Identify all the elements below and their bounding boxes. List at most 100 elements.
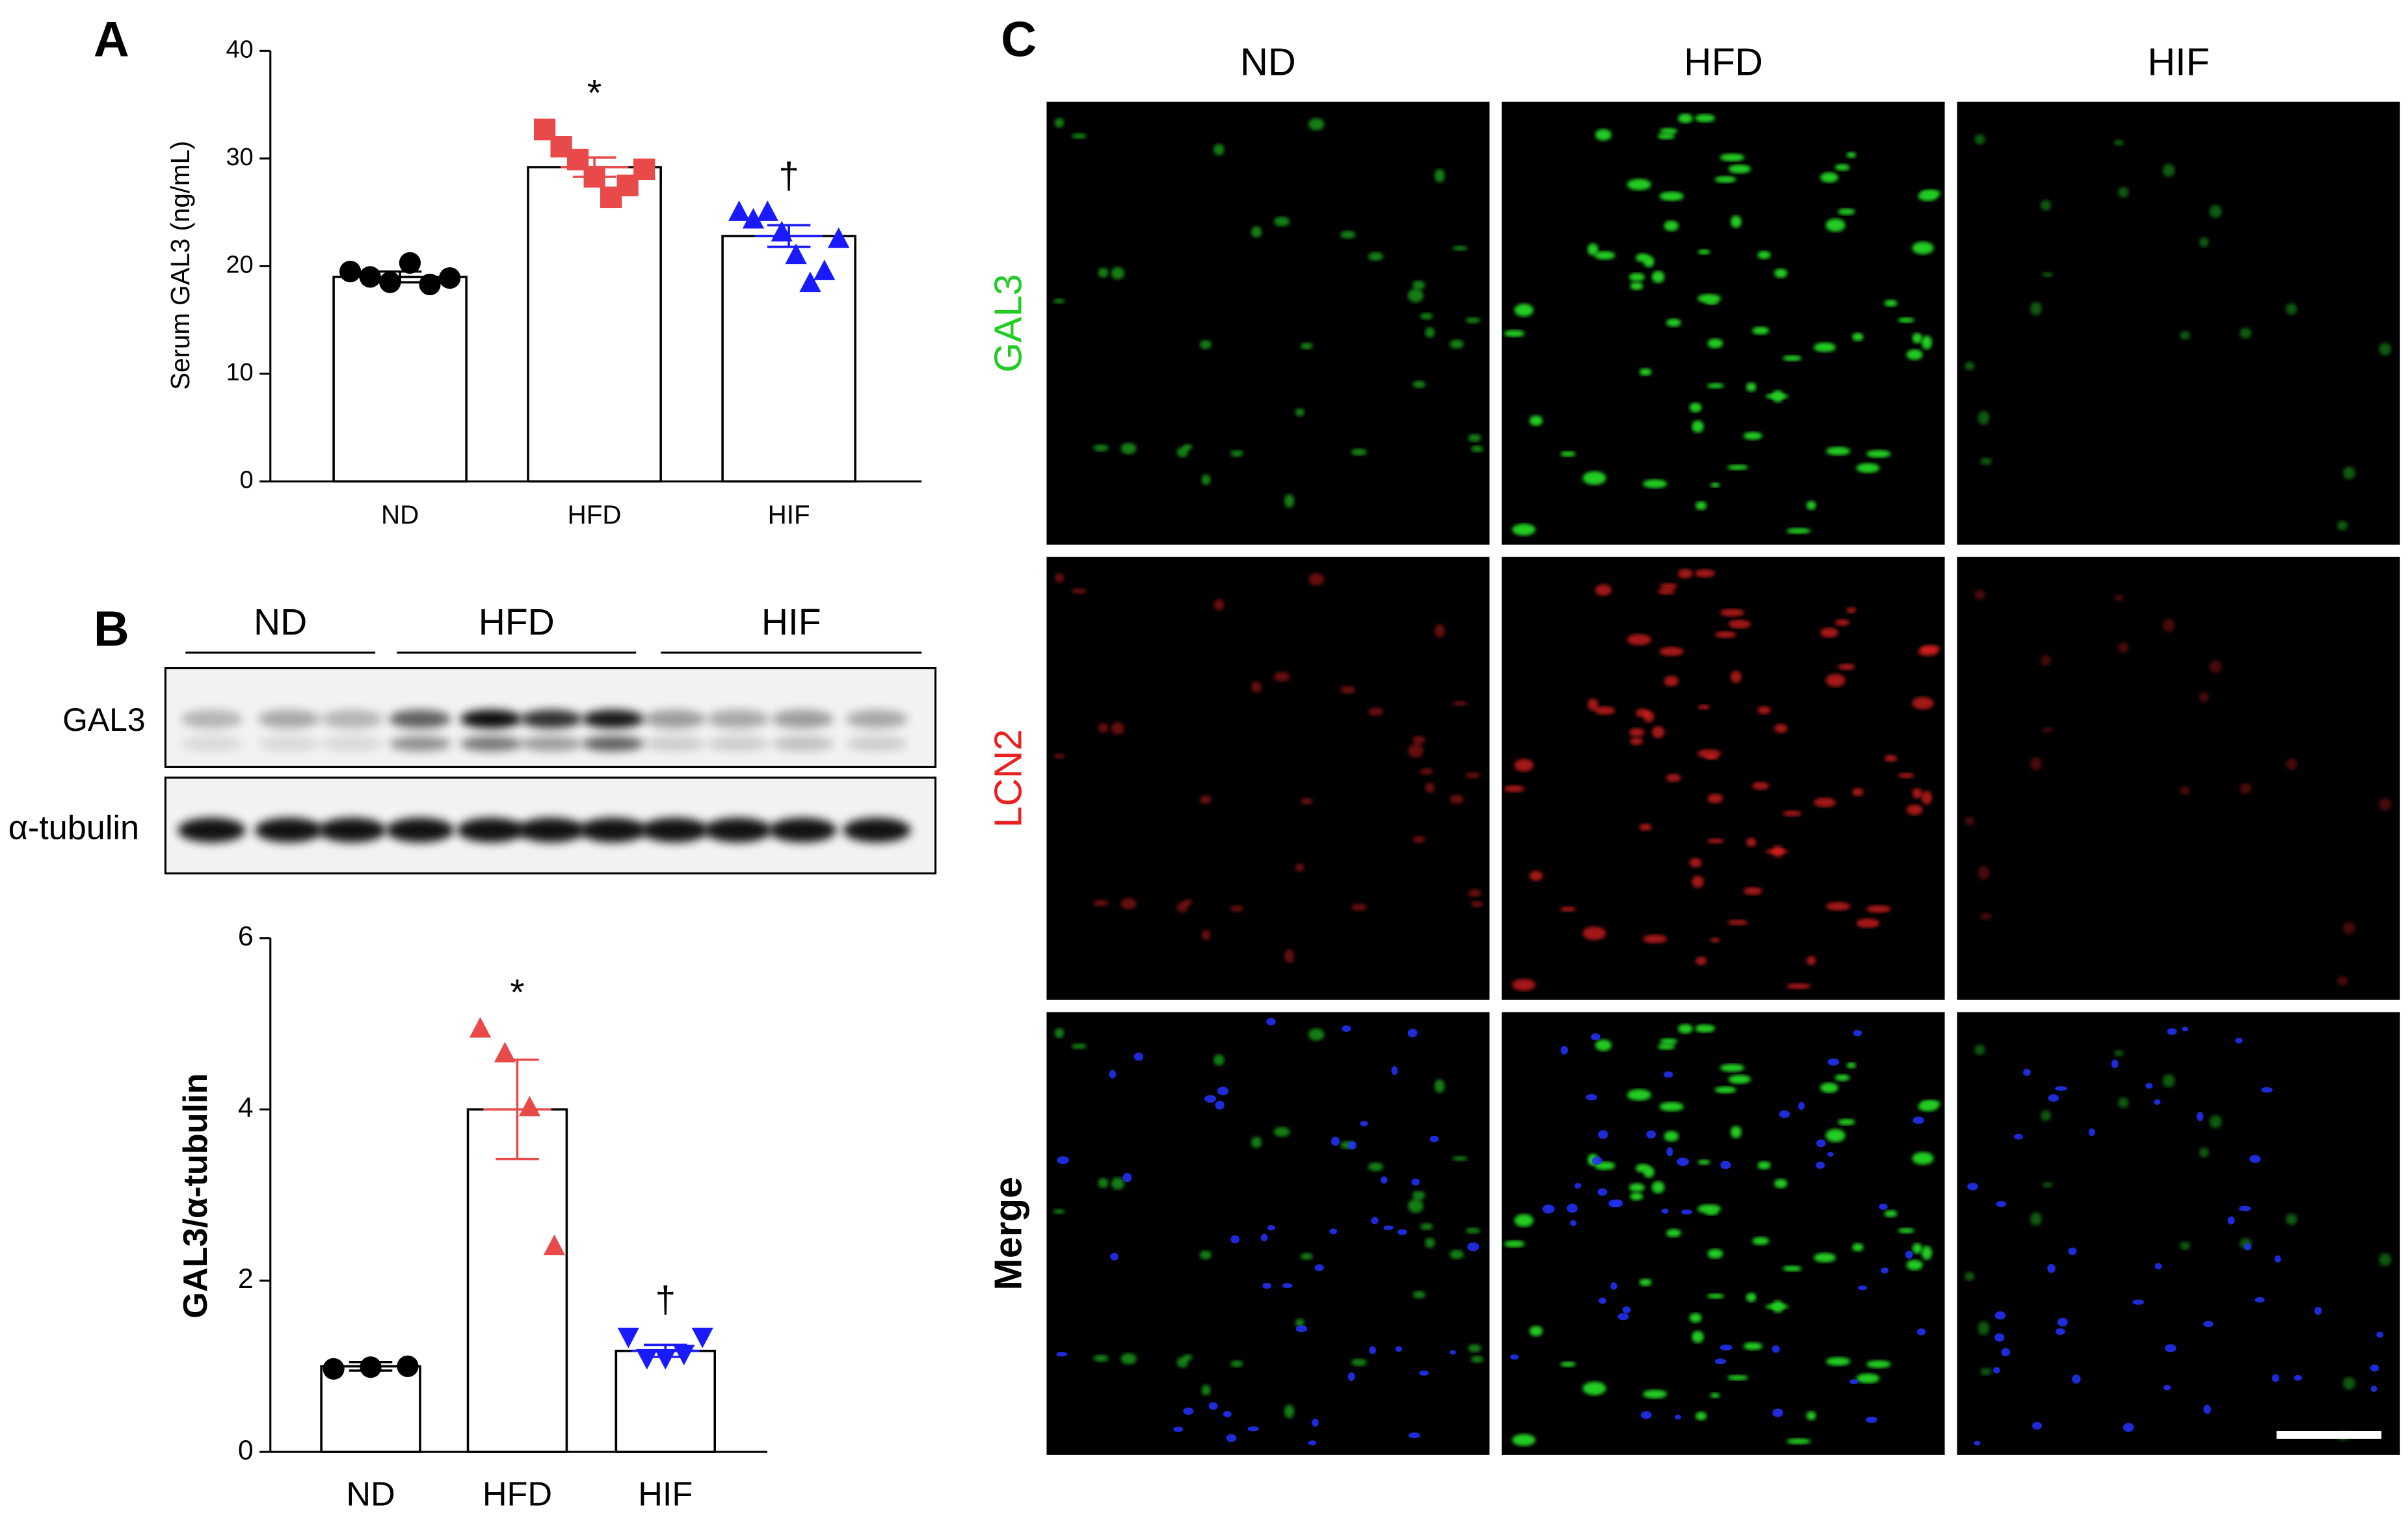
nucleus bbox=[2154, 1099, 2161, 1105]
cell-signal bbox=[1757, 1161, 1771, 1170]
cell-signal bbox=[1529, 871, 1543, 882]
nucleus bbox=[2001, 1348, 2010, 1357]
cell-signal bbox=[2180, 331, 2191, 340]
nucleus bbox=[1974, 1440, 1981, 1446]
nucleus bbox=[1411, 1178, 1420, 1186]
data-point bbox=[814, 259, 836, 280]
cell-signal bbox=[1710, 482, 1720, 488]
cell-signal bbox=[1595, 1039, 1612, 1051]
x-tick-label: HFD bbox=[483, 1476, 552, 1514]
cell-signal bbox=[1111, 722, 1125, 735]
nucleus bbox=[1282, 1283, 1293, 1289]
cell-signal bbox=[1308, 118, 1325, 131]
cell-signal bbox=[2162, 618, 2175, 633]
cell-signal bbox=[1980, 912, 1992, 921]
cell-signal bbox=[1111, 1177, 1125, 1190]
nucleus bbox=[1827, 1058, 1840, 1066]
blot-band bbox=[321, 735, 384, 752]
cell-signal bbox=[1846, 1062, 1857, 1068]
cell-signal bbox=[2209, 205, 2222, 218]
cell-signal bbox=[1434, 624, 1445, 638]
x-tick-label: HIF bbox=[638, 1476, 693, 1514]
cell-signal bbox=[1284, 949, 1295, 964]
cell-signal bbox=[1866, 1360, 1891, 1369]
cell-signal bbox=[1806, 1411, 1816, 1421]
micrograph-column-label: HIF bbox=[2147, 40, 2210, 83]
cell-signal bbox=[1974, 589, 1985, 600]
cell-signal bbox=[1746, 1293, 1756, 1302]
data-point bbox=[583, 166, 605, 188]
nucleus bbox=[2163, 1384, 2171, 1391]
nucleus bbox=[1560, 1046, 1568, 1055]
nucleus bbox=[1057, 1156, 1070, 1164]
cell-signal bbox=[1782, 810, 1802, 817]
cell-signal bbox=[1660, 127, 1678, 135]
cell-signal bbox=[1714, 1086, 1736, 1094]
nucleus bbox=[1247, 1426, 1259, 1432]
cell-signal bbox=[1643, 711, 1654, 723]
nucleus bbox=[2196, 1112, 2204, 1122]
cell-signal bbox=[1695, 114, 1715, 123]
cell-signal bbox=[1465, 317, 1481, 324]
nucleus bbox=[1597, 1188, 1608, 1196]
cell-signal bbox=[1689, 402, 1702, 413]
cell-signal bbox=[1230, 905, 1243, 912]
cell-signal bbox=[1728, 620, 1751, 629]
cell-signal bbox=[1470, 1356, 1483, 1363]
nucleus bbox=[1598, 1297, 1607, 1304]
cell-signal bbox=[1512, 979, 1536, 991]
cell-signal bbox=[1053, 1209, 1065, 1215]
cell-signal bbox=[1368, 1162, 1384, 1172]
cell-signal bbox=[1340, 230, 1356, 239]
nucleus bbox=[2055, 1328, 2065, 1335]
blot-band bbox=[644, 709, 706, 729]
cell-signal bbox=[1514, 1214, 1534, 1227]
cell-signal bbox=[1465, 1227, 1481, 1234]
cell-signal bbox=[1743, 1342, 1763, 1350]
data-point bbox=[543, 1234, 566, 1256]
cell-signal bbox=[1582, 471, 1606, 485]
cell-signal bbox=[1825, 1129, 1846, 1142]
data-point bbox=[633, 158, 655, 181]
blot-band bbox=[181, 735, 243, 752]
cell-signal bbox=[1434, 168, 1445, 183]
cell-signal bbox=[1425, 1237, 1435, 1248]
cell-signal bbox=[1852, 332, 1864, 341]
nucleus bbox=[2057, 1317, 2068, 1327]
cell-signal bbox=[2199, 1147, 2209, 1158]
cell-signal bbox=[1629, 728, 1645, 737]
cell-signal bbox=[1120, 1353, 1137, 1365]
cell-signal bbox=[1098, 1177, 1109, 1189]
nucleus bbox=[1056, 1352, 1068, 1357]
cell-signal bbox=[2337, 975, 2348, 986]
data-point bbox=[636, 1348, 658, 1370]
cell-signal bbox=[1710, 1393, 1720, 1398]
cell-signal bbox=[1071, 588, 1087, 594]
cell-signal bbox=[1814, 1252, 1836, 1263]
nucleus bbox=[2132, 1299, 2145, 1305]
nucleus bbox=[1591, 1156, 1602, 1165]
cell-signal bbox=[1071, 133, 1087, 139]
cell-signal bbox=[2199, 692, 2209, 703]
cell-signal bbox=[1284, 493, 1295, 508]
nucleus bbox=[1395, 1346, 1403, 1352]
nucleus bbox=[1312, 1418, 1319, 1427]
cell-signal bbox=[1300, 1253, 1314, 1260]
nucleus bbox=[1449, 1350, 1456, 1355]
cell-signal bbox=[1176, 447, 1189, 458]
cell-signal bbox=[1697, 249, 1710, 255]
cell-signal bbox=[1918, 646, 1938, 657]
cell-signal bbox=[2117, 642, 2129, 653]
nucleus bbox=[2182, 1027, 2189, 1032]
cell-signal bbox=[1412, 380, 1426, 388]
blot-band bbox=[582, 709, 644, 729]
cell-signal bbox=[1273, 672, 1290, 682]
cell-signal bbox=[1707, 338, 1723, 349]
cell-signal bbox=[1470, 445, 1483, 453]
cell-signal bbox=[2113, 139, 2124, 146]
cell-signal bbox=[1719, 1064, 1745, 1072]
cell-signal bbox=[1420, 768, 1433, 775]
panel-label: B bbox=[94, 601, 129, 657]
cell-signal bbox=[1697, 704, 1710, 710]
cell-signal bbox=[2209, 1115, 2222, 1129]
